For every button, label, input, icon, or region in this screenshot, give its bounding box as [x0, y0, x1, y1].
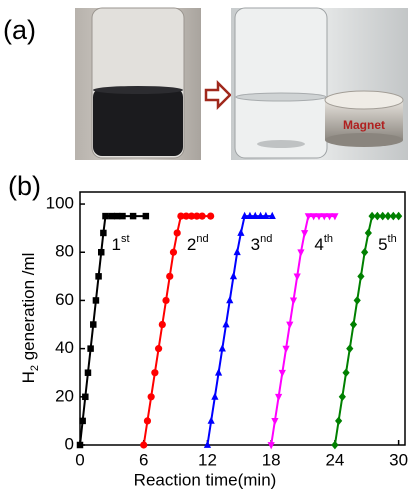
marker [93, 297, 99, 303]
marker [222, 320, 229, 327]
y-axis-title-part: H [19, 371, 38, 383]
marker [339, 392, 346, 401]
marker [77, 442, 83, 448]
marker [85, 369, 91, 375]
marker [342, 368, 349, 377]
marker [208, 417, 215, 424]
annotation-text: 4 [314, 236, 323, 255]
x-tick-label: 18 [262, 450, 281, 469]
marker [207, 212, 214, 219]
marker [148, 393, 155, 400]
series-annotation: 3nd [251, 233, 273, 255]
figure: (a) Magnet (b) Reaction time(min) H2 gen… [0, 0, 411, 495]
marker [361, 248, 368, 257]
marker [102, 213, 108, 219]
marker [140, 441, 147, 448]
x-tick-label: 30 [389, 450, 408, 469]
marker [286, 322, 293, 329]
y-tick-label: 60 [55, 290, 74, 309]
x-tick-label: 12 [198, 450, 217, 469]
marker [365, 229, 372, 238]
marker [219, 344, 226, 351]
marker [199, 212, 206, 219]
marker [357, 272, 364, 281]
marker [130, 213, 136, 219]
annotation-sup: nd [260, 233, 272, 245]
annotation-text: 1 [111, 236, 120, 255]
marker [170, 249, 177, 256]
series-annotation: 2nd [187, 233, 209, 255]
marker [119, 213, 125, 219]
marker [143, 213, 149, 219]
y-tick-label: 0 [65, 434, 74, 453]
marker [82, 394, 88, 400]
marker [271, 418, 278, 425]
photo-dark-vial [75, 8, 201, 160]
y-tick-label: 20 [55, 386, 74, 405]
magnet-label: Magnet [343, 118, 385, 132]
x-tick-label: 6 [139, 450, 148, 469]
annotation-sup: th [388, 233, 397, 245]
marker [237, 229, 244, 236]
panel-label: (a) [3, 15, 36, 45]
marker [350, 320, 357, 329]
y-tick-label: 80 [55, 242, 74, 261]
series-line [144, 216, 211, 445]
y-axis-title: H2 generation /ml [19, 253, 40, 384]
marker [90, 321, 96, 327]
marker [174, 229, 181, 236]
marker [159, 321, 166, 328]
marker [87, 345, 93, 351]
marker [226, 296, 233, 303]
marker [335, 417, 342, 426]
x-tick-label: 0 [75, 450, 84, 469]
marker [162, 297, 169, 304]
y-tick-label: 100 [46, 194, 74, 213]
marker [155, 345, 162, 352]
marker [346, 344, 353, 353]
marker [211, 392, 218, 399]
marker [297, 249, 304, 256]
annotation-sup: nd [196, 233, 208, 245]
marker [95, 273, 101, 279]
annotation-sup: st [121, 233, 130, 245]
annotation-text: 5 [378, 236, 387, 255]
series-annotation: 4th [314, 233, 333, 255]
series-line [335, 216, 399, 445]
annotation-sup: th [324, 233, 333, 245]
series-line [207, 216, 272, 445]
photo-clear-vial: Magnet [231, 8, 408, 160]
series-annotation: 1st [111, 233, 129, 255]
marker [282, 346, 289, 353]
marker [294, 273, 301, 280]
marker [151, 369, 158, 376]
marker [275, 394, 282, 401]
marker [331, 441, 338, 450]
x-axis-title: Reaction time(min) [134, 470, 277, 489]
marker [79, 418, 85, 424]
arrow [206, 83, 230, 107]
x-tick-label: 24 [325, 450, 344, 469]
marker [354, 296, 361, 305]
series-annotation: 5th [378, 233, 397, 255]
marker [234, 248, 241, 255]
marker [98, 249, 104, 255]
marker [279, 370, 286, 377]
annotation-text: 2 [187, 236, 196, 255]
marker [100, 230, 106, 236]
marker [395, 212, 402, 221]
marker [215, 368, 222, 375]
marker [166, 273, 173, 280]
marker [301, 230, 308, 237]
marker [144, 417, 151, 424]
marker [290, 298, 297, 305]
y-axis-title-part: generation /ml [19, 253, 38, 365]
y-tick-label: 40 [55, 338, 74, 357]
panel-label: (b) [8, 171, 41, 201]
marker [230, 272, 237, 279]
annotation-text: 3 [251, 236, 260, 255]
